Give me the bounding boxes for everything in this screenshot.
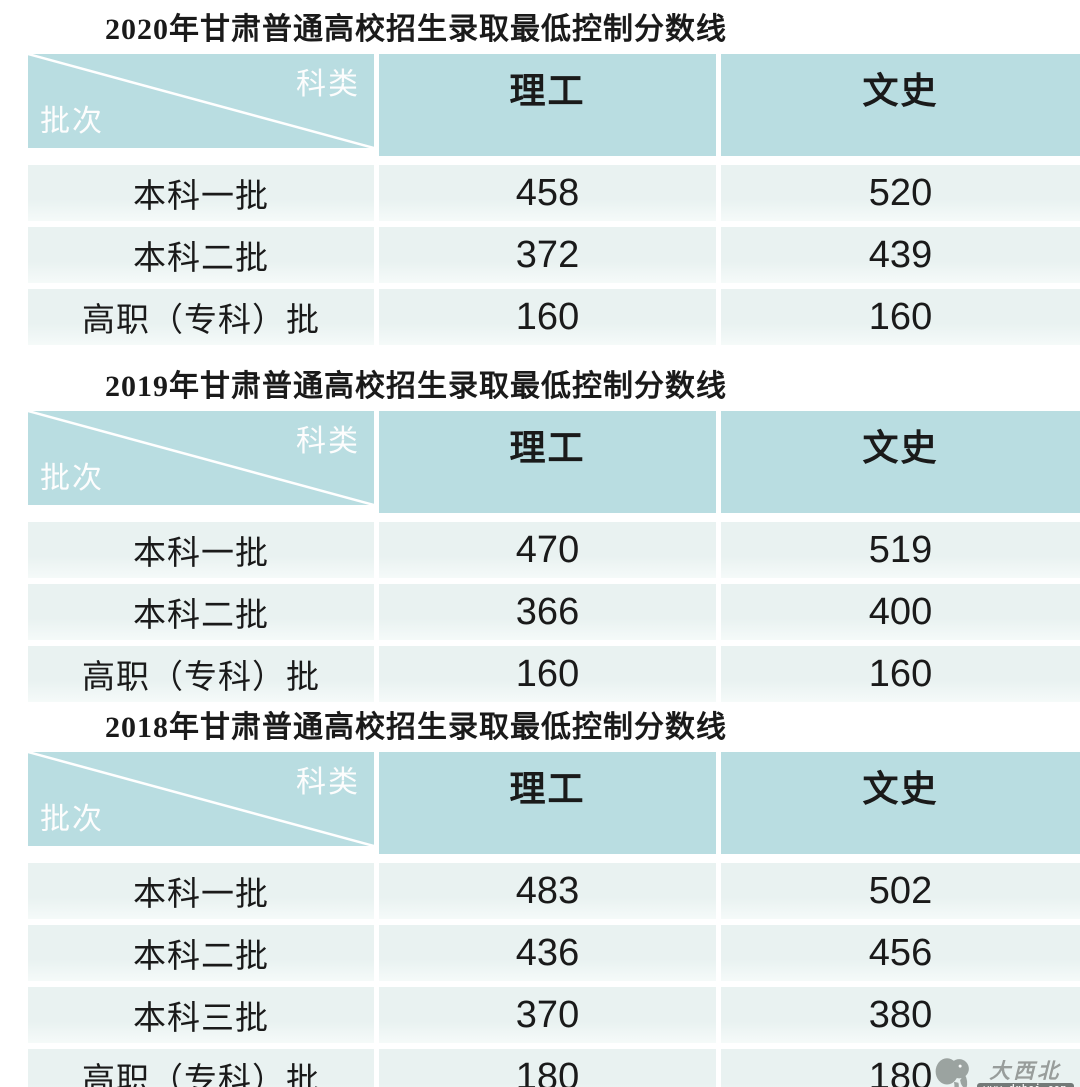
score-cell-science: 458 [379,165,716,221]
score-table-2018: 2018年甘肃普通高校招生录取最低控制分数线 科类 批次 理工 文史 本科一批 … [28,710,1080,1087]
column-header-science: 理工 [379,411,716,513]
corner-label-batch: 批次 [40,105,104,138]
score-cell-science: 160 [379,646,716,702]
table-header-2018: 科类 批次 理工 文史 [28,752,1080,854]
batch-label-cell: 本科三批 [28,987,374,1043]
batch-label-cell: 本科一批 [28,522,374,578]
corner-label-batch: 批次 [40,803,104,836]
table-title-2020: 2020年甘肃普通高校招生录取最低控制分数线 [105,13,727,46]
diagonal-divider-line [28,411,374,505]
batch-label-cell: 本科二批 [28,227,374,283]
score-cell-liberal: 520 [721,165,1080,221]
batch-label-cell: 本科一批 [28,863,374,919]
score-cell-liberal: 160 [721,646,1080,702]
table-row: 本科一批 483 502 [28,863,1080,919]
watermark-site-name: 大西北 [989,1059,1062,1083]
table-title-2018: 2018年甘肃普通高校招生录取最低控制分数线 [105,711,727,744]
score-cell-science: 372 [379,227,716,283]
column-header-liberal: 文史 [721,411,1080,513]
score-cell-liberal: 160 [721,289,1080,345]
score-cell-liberal: 456 [721,925,1080,981]
table-row: 本科二批 372 439 [28,227,1080,283]
batch-label-cell: 本科一批 [28,165,374,221]
column-header-liberal: 文史 [721,752,1080,854]
corner-cell: 科类 批次 [28,752,374,846]
score-cell-science: 366 [379,584,716,640]
elephant-icon [935,1058,969,1087]
table-header-2020: 科类 批次 理工 文史 [28,54,1080,156]
score-cell-science: 370 [379,987,716,1043]
table-row: 本科一批 458 520 [28,165,1080,221]
score-cell-liberal: 380 [721,987,1080,1043]
diagonal-divider-line [28,54,374,148]
score-cell-science: 436 [379,925,716,981]
corner-cell: 科类 批次 [28,54,374,148]
corner-label-subject: 科类 [296,425,360,458]
table-row: 高职（专科）批 160 160 [28,646,1080,702]
watermark-url: www.dxbei.com [976,1083,1074,1087]
score-table-2019: 2019年甘肃普通高校招生录取最低控制分数线 科类 批次 理工 文史 本科一批 … [28,369,1080,702]
table-header-2019: 科类 批次 理工 文史 [28,411,1080,513]
score-cell-science: 160 [379,289,716,345]
score-cell-science: 470 [379,522,716,578]
diagonal-divider-line [28,752,374,846]
column-header-science: 理工 [379,752,716,854]
score-cell-liberal: 502 [721,863,1080,919]
score-cell-science: 180 [379,1049,716,1087]
score-cell-liberal: 519 [721,522,1080,578]
watermark-text-group: 大西北 www.dxbei.com [976,1059,1074,1087]
batch-label-cell: 高职（专科）批 [28,646,374,702]
corner-cell: 科类 批次 [28,411,374,505]
table-row: 本科一批 470 519 [28,522,1080,578]
score-cell-science: 483 [379,863,716,919]
table-row: 本科二批 366 400 [28,584,1080,640]
score-cell-liberal: 439 [721,227,1080,283]
table-row: 本科三批 370 380 [28,987,1080,1043]
column-header-liberal: 文史 [721,54,1080,156]
batch-label-cell: 本科二批 [28,925,374,981]
score-cell-liberal: 400 [721,584,1080,640]
table-title-2019: 2019年甘肃普通高校招生录取最低控制分数线 [105,370,727,403]
table-row: 高职（专科）批 160 160 [28,289,1080,345]
score-table-2020: 2020年甘肃普通高校招生录取最低控制分数线 科类 批次 理工 文史 本科一批 … [28,12,1080,345]
batch-label-cell: 高职（专科）批 [28,1049,374,1087]
corner-label-batch: 批次 [40,462,104,495]
corner-label-subject: 科类 [296,68,360,101]
table-row: 高职（专科）批 180 180 [28,1049,1080,1087]
corner-label-subject: 科类 [296,766,360,799]
score-cell-liberal: 180 [721,1049,1080,1087]
batch-label-cell: 高职（专科）批 [28,289,374,345]
column-header-science: 理工 [379,54,716,156]
table-row: 本科二批 436 456 [28,925,1080,981]
batch-label-cell: 本科二批 [28,584,374,640]
site-watermark: 大西北 www.dxbei.com [933,1053,1074,1087]
